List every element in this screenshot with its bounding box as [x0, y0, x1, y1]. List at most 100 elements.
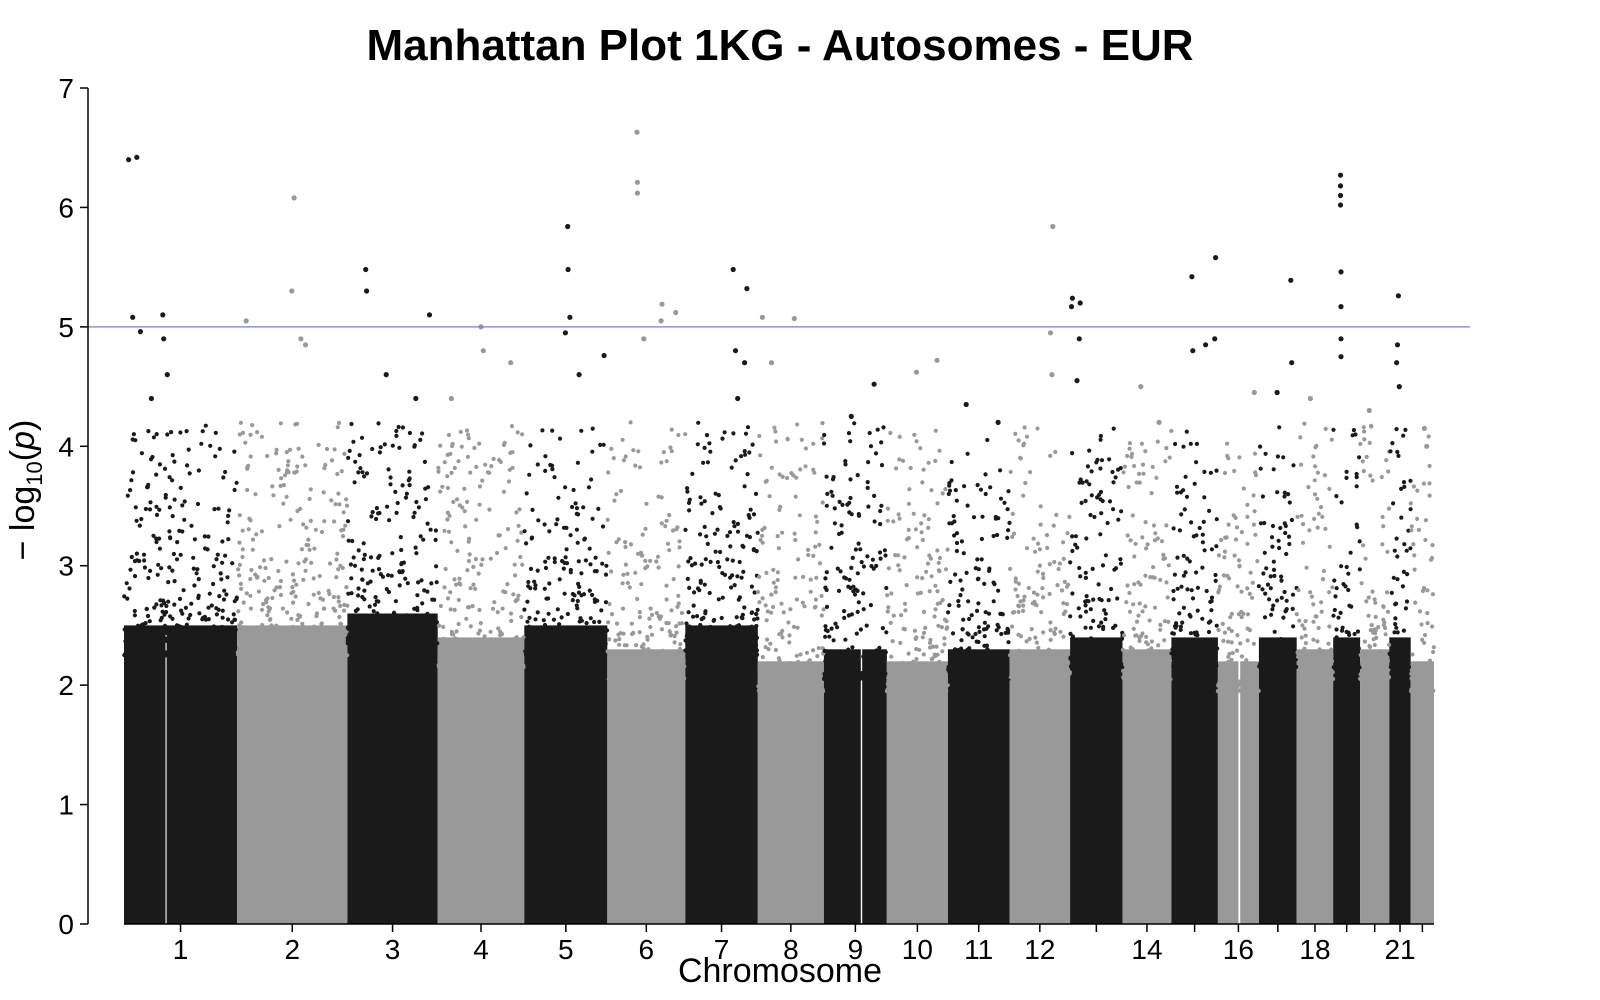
- data-point: [1031, 677, 1036, 682]
- data-point: [952, 533, 957, 538]
- data-point: [344, 585, 349, 590]
- data-point: [544, 649, 549, 654]
- data-point: [1299, 635, 1304, 640]
- data-point: [1129, 451, 1135, 456]
- chromosome-band-11: [947, 649, 1010, 924]
- data-point: [195, 628, 200, 633]
- data-point: [942, 642, 947, 647]
- data-point: [1201, 519, 1206, 525]
- data-point: [228, 636, 233, 641]
- data-point: [355, 635, 360, 640]
- data-point: [287, 639, 292, 644]
- data-point: [1378, 649, 1383, 654]
- data-point: [1367, 440, 1372, 445]
- data-point: [576, 590, 582, 595]
- data-point: [1363, 556, 1368, 561]
- data-point: [1264, 566, 1269, 571]
- data-point: [1099, 511, 1104, 516]
- data-point: [589, 477, 594, 482]
- data-point: [1357, 455, 1362, 460]
- x-axis-label: Chromosome: [678, 952, 882, 990]
- data-point: [1214, 623, 1219, 628]
- data-point: [1307, 528, 1312, 533]
- data-point: [1185, 587, 1190, 592]
- data-point: [1298, 662, 1303, 668]
- data-point: [928, 637, 933, 642]
- data-point: [754, 623, 759, 629]
- data-point: [979, 557, 984, 562]
- data-point: [1163, 459, 1168, 464]
- data-point: [225, 520, 230, 525]
- data-point: [576, 581, 581, 587]
- data-point: [452, 607, 457, 613]
- data-point: [405, 581, 410, 586]
- data-point: [1130, 664, 1135, 669]
- data-point: [1281, 659, 1286, 665]
- data-point: [1428, 557, 1434, 562]
- data-point: [123, 639, 128, 644]
- data-point: [835, 625, 840, 630]
- data-point: [473, 557, 478, 562]
- peak-point: [364, 288, 370, 294]
- data-point: [1061, 611, 1066, 617]
- data-point: [496, 626, 501, 631]
- data-point: [827, 634, 832, 639]
- data-point: [645, 634, 650, 640]
- data-point: [398, 637, 403, 642]
- data-point: [164, 610, 169, 615]
- data-point: [516, 523, 521, 528]
- data-point: [1179, 665, 1184, 670]
- data-point: [214, 557, 219, 562]
- data-point: [477, 607, 482, 613]
- data-point: [661, 666, 666, 672]
- data-point: [680, 654, 686, 660]
- data-point: [991, 599, 996, 604]
- data-point: [291, 600, 296, 605]
- data-point: [603, 653, 608, 658]
- data-point: [640, 532, 645, 537]
- data-point: [1394, 645, 1399, 650]
- data-point: [855, 473, 860, 478]
- data-point: [687, 624, 692, 629]
- data-point: [710, 510, 715, 516]
- data-point: [1062, 579, 1067, 585]
- data-point: [1380, 514, 1385, 520]
- data-point: [1214, 544, 1219, 549]
- data-point: [1201, 649, 1206, 654]
- data-point: [973, 631, 978, 637]
- data-point: [276, 568, 281, 574]
- data-point: [329, 458, 335, 463]
- data-point: [975, 577, 981, 582]
- peak-point: [1274, 389, 1280, 396]
- data-point: [462, 509, 467, 514]
- data-point: [425, 521, 430, 526]
- data-point: [1067, 514, 1072, 520]
- data-point: [479, 562, 484, 568]
- peak-point: [363, 266, 369, 273]
- data-point: [1194, 663, 1199, 668]
- data-point: [610, 659, 615, 664]
- data-point: [879, 463, 885, 468]
- data-point: [137, 523, 142, 528]
- data-point: [1311, 454, 1316, 459]
- data-point: [200, 617, 205, 622]
- data-point: [533, 617, 538, 622]
- data-point: [1383, 632, 1388, 637]
- data-point: [1088, 512, 1093, 518]
- data-point: [382, 442, 387, 447]
- data-point: [902, 555, 907, 560]
- data-point: [448, 665, 453, 670]
- data-point: [971, 515, 977, 520]
- data-point: [438, 489, 443, 494]
- data-point: [140, 638, 146, 644]
- data-point: [1226, 639, 1231, 644]
- data-point: [1140, 609, 1145, 614]
- data-point: [1409, 524, 1414, 529]
- peak-point: [1394, 342, 1401, 348]
- data-point: [470, 662, 475, 667]
- data-point: [356, 470, 361, 475]
- data-point: [885, 593, 890, 598]
- data-point: [702, 582, 707, 587]
- data-point: [132, 608, 137, 614]
- data-point: [429, 581, 434, 586]
